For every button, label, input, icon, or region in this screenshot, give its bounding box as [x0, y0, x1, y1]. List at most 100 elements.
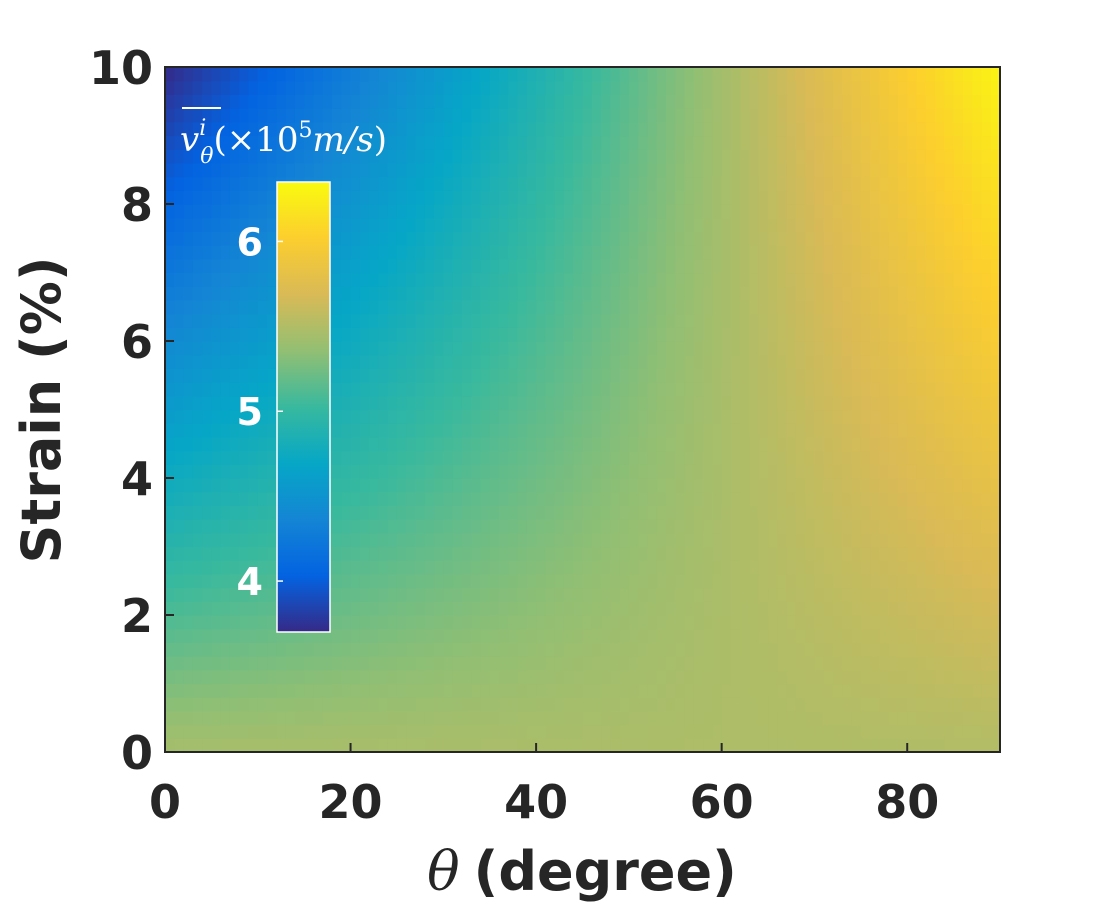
- heatmap-cell: [675, 478, 686, 493]
- heatmap-cell: [332, 80, 342, 95]
- heatmap-cell: [842, 108, 853, 123]
- heatmap-cell: [712, 94, 723, 109]
- heatmap-cell: [601, 505, 611, 520]
- heatmap-cell: [647, 368, 658, 383]
- heatmap-cell: [628, 505, 639, 520]
- heatmap-cell: [387, 724, 398, 739]
- heatmap-cell: [972, 573, 983, 589]
- heatmap-cell: [294, 697, 305, 712]
- heatmap-cell: [814, 94, 825, 109]
- heatmap-cell: [740, 217, 751, 232]
- heatmap-cell: [220, 135, 231, 150]
- heatmap-cell: [666, 423, 676, 438]
- heatmap-cell: [740, 176, 751, 191]
- heatmap-cell: [870, 121, 880, 137]
- heatmap-cell: [768, 67, 778, 82]
- heatmap-cell: [814, 464, 825, 479]
- heatmap-cell: [703, 628, 713, 643]
- heatmap-cell: [833, 478, 843, 493]
- heatmap-cell: [823, 190, 834, 205]
- heatmap-cell: [239, 313, 250, 328]
- heatmap-cell: [953, 286, 964, 301]
- heatmap-cell: [777, 354, 788, 369]
- heatmap-cell: [888, 546, 899, 561]
- heatmap-cell: [508, 354, 519, 369]
- heatmap-cell: [415, 656, 426, 671]
- heatmap-cell: [415, 382, 426, 397]
- heatmap-cell: [211, 587, 222, 602]
- heatmap-cell: [350, 80, 361, 95]
- heatmap-cell: [805, 669, 816, 685]
- heatmap-cell: [740, 628, 751, 643]
- heatmap-cell: [740, 436, 751, 452]
- heatmap-cell: [712, 546, 723, 561]
- heatmap-cell: [897, 738, 908, 752]
- heatmap-cell: [508, 724, 519, 739]
- colorbar-tick-label: 4: [237, 560, 263, 604]
- heatmap-cell: [406, 245, 417, 260]
- heatmap-cell: [805, 299, 816, 315]
- heatmap-cell: [480, 395, 491, 411]
- heatmap-cell: [554, 436, 565, 452]
- heatmap-cell: [424, 505, 435, 520]
- heatmap-cell: [332, 669, 342, 685]
- heatmap-cell: [396, 519, 407, 534]
- heatmap-cell: [536, 395, 546, 411]
- heatmap-cell: [703, 587, 713, 602]
- heatmap-cell: [211, 478, 222, 493]
- heatmap-cell: [517, 313, 528, 328]
- heatmap-cell: [220, 656, 231, 671]
- heatmap-cell: [675, 601, 686, 616]
- heatmap-cell: [461, 135, 472, 150]
- heatmap-cell: [721, 683, 732, 698]
- heatmap-cell: [573, 80, 584, 95]
- heatmap-cell: [990, 573, 1000, 589]
- heatmap-cell: [202, 245, 212, 260]
- heatmap-cell: [740, 478, 751, 493]
- heatmap-cell: [916, 382, 927, 397]
- heatmap-cell: [220, 395, 231, 411]
- heatmap-cell: [396, 382, 407, 397]
- heatmap-cell: [972, 245, 983, 260]
- heatmap-cell: [499, 80, 509, 95]
- heatmap-cell: [953, 573, 964, 589]
- heatmap-cell: [563, 724, 574, 739]
- heatmap-cell: [276, 162, 287, 178]
- heatmap-cell: [721, 409, 732, 424]
- heatmap-cell: [777, 697, 788, 712]
- heatmap-cell: [461, 286, 472, 301]
- heatmap-cell: [795, 313, 806, 328]
- heatmap-cell: [897, 258, 908, 274]
- heatmap-cell: [638, 395, 649, 411]
- heatmap-cell: [610, 94, 621, 109]
- heatmap-cell: [619, 436, 630, 452]
- heatmap-cell: [823, 94, 834, 109]
- heatmap-cell: [990, 628, 1000, 643]
- heatmap-cell: [879, 560, 890, 575]
- heatmap-cell: [749, 505, 760, 520]
- heatmap-cell: [916, 478, 927, 493]
- heatmap-cell: [229, 354, 240, 369]
- heatmap-cell: [267, 121, 277, 137]
- heatmap-cell: [758, 546, 769, 561]
- heatmap-cell: [935, 532, 945, 548]
- heatmap-cell: [601, 697, 611, 712]
- heatmap-cell: [545, 519, 556, 534]
- heatmap-cell: [229, 491, 240, 506]
- heatmap-cell: [703, 67, 713, 82]
- heatmap-cell: [415, 245, 426, 260]
- heatmap-cell: [406, 573, 417, 589]
- heatmap-cell: [526, 135, 537, 150]
- heatmap-cell: [396, 656, 407, 671]
- heatmap-cell: [619, 532, 630, 548]
- heatmap-cell: [935, 395, 945, 411]
- heatmap-cell: [916, 450, 927, 465]
- heatmap-cell: [712, 272, 723, 287]
- heatmap-cell: [638, 80, 649, 95]
- heatmap-cell: [814, 587, 825, 602]
- heatmap-cell: [777, 724, 788, 739]
- heatmap-cell: [693, 67, 704, 82]
- heatmap-cell: [628, 80, 639, 95]
- heatmap-cell: [860, 464, 871, 479]
- heatmap-cell: [322, 697, 333, 712]
